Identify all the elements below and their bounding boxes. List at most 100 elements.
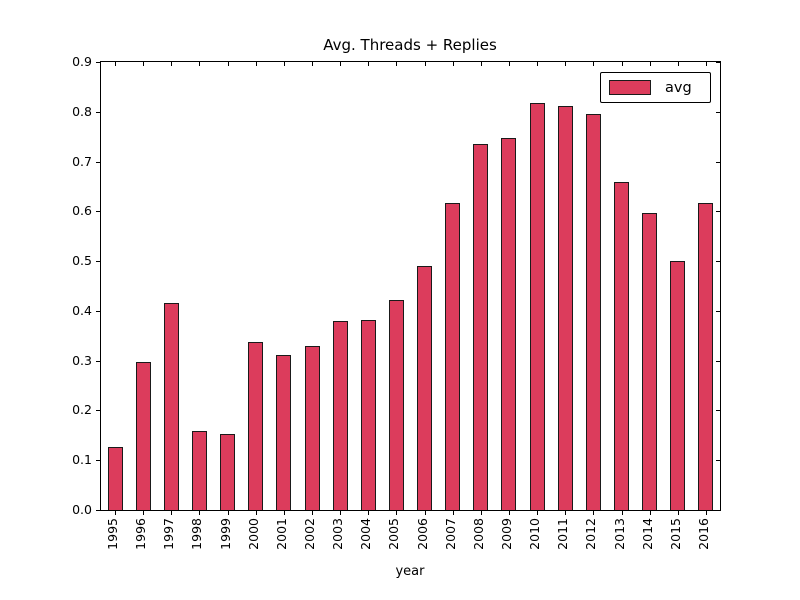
- y-tick-label: 0.8: [72, 103, 92, 119]
- y-tick: [716, 310, 720, 312]
- chart-title: Avg. Threads + Replies: [323, 36, 497, 54]
- x-tick: [368, 62, 370, 66]
- x-tick-label: 2008: [470, 518, 486, 550]
- x-tick-label: 2007: [442, 518, 458, 550]
- legend-swatch-avg: [609, 80, 651, 95]
- x-tick-label: 2002: [302, 518, 318, 550]
- x-tick-label: 2010: [527, 518, 543, 550]
- x-tick: [171, 62, 173, 66]
- bar-1996: [135, 362, 151, 510]
- plot-area: avg: [100, 61, 721, 511]
- x-tick: [227, 511, 229, 515]
- x-tick: [593, 62, 595, 66]
- bar-2005: [388, 300, 404, 510]
- bar-2012: [585, 114, 601, 510]
- x-tick: [480, 511, 482, 515]
- x-tick: [705, 511, 707, 515]
- x-tick: [143, 511, 145, 515]
- y-tick: [96, 62, 100, 63]
- legend: avg: [600, 72, 711, 103]
- x-tick: [396, 511, 398, 515]
- x-tick: [424, 62, 426, 66]
- x-tick: [227, 62, 229, 66]
- bar-2008: [473, 144, 489, 510]
- x-tick: [508, 62, 510, 66]
- x-tick: [312, 511, 314, 515]
- x-tick-label: 2009: [498, 518, 514, 550]
- x-tick: [452, 511, 454, 515]
- y-tick: [96, 410, 100, 412]
- x-tick-label: 1999: [217, 518, 233, 550]
- y-tick: [96, 360, 100, 362]
- x-tick: [368, 511, 370, 515]
- y-tick-label: 0.1: [72, 452, 92, 468]
- bar-2010: [529, 103, 545, 510]
- bar-2013: [614, 182, 630, 510]
- x-tick-label: 2005: [386, 518, 402, 550]
- y-tick: [96, 460, 100, 462]
- y-tick: [716, 111, 720, 113]
- x-tick: [621, 511, 623, 515]
- x-tick: [283, 62, 285, 66]
- bar-1999: [220, 434, 236, 510]
- bar-2011: [557, 106, 573, 510]
- x-tick: [340, 62, 342, 66]
- y-tick: [716, 510, 720, 511]
- x-tick-label: 2000: [245, 518, 261, 550]
- y-tick: [716, 261, 720, 263]
- x-tick: [677, 511, 679, 515]
- bar-2007: [445, 203, 461, 510]
- x-tick-label: 2016: [695, 518, 711, 550]
- bar-1995: [107, 447, 123, 510]
- y-tick: [96, 510, 100, 511]
- y-tick: [716, 360, 720, 362]
- x-tick-label: 2015: [667, 518, 683, 550]
- x-tick-label: 1998: [189, 518, 205, 550]
- x-tick: [340, 511, 342, 515]
- bar-2002: [304, 346, 320, 510]
- bar-2009: [501, 138, 517, 510]
- x-tick: [115, 62, 117, 66]
- x-tick-label: 2001: [273, 518, 289, 550]
- x-tick: [171, 511, 173, 515]
- x-tick-label: 1995: [105, 518, 121, 550]
- x-tick: [199, 511, 201, 515]
- x-tick: [143, 62, 145, 66]
- x-tick: [255, 511, 257, 515]
- y-tick: [96, 211, 100, 213]
- x-tick: [255, 62, 257, 66]
- x-tick: [621, 62, 623, 66]
- x-tick: [396, 62, 398, 66]
- y-tick-label: 0.3: [72, 352, 92, 368]
- y-tick-label: 0.0: [72, 502, 92, 517]
- y-tick: [96, 161, 100, 163]
- x-tick-label: 2003: [330, 518, 346, 550]
- x-tick-label: 2011: [555, 518, 571, 550]
- x-tick-label: 1997: [161, 518, 177, 550]
- x-tick-label: 2014: [639, 518, 655, 550]
- x-tick: [508, 511, 510, 515]
- x-tick: [283, 511, 285, 515]
- bar-2000: [248, 342, 264, 510]
- x-tick: [312, 62, 314, 66]
- x-tick: [115, 511, 117, 515]
- x-tick: [537, 511, 539, 515]
- x-tick-label: 2004: [358, 518, 374, 550]
- x-tick-label: 2013: [611, 518, 627, 550]
- y-tick: [716, 460, 720, 462]
- x-tick: [480, 62, 482, 66]
- x-tick-label: 1996: [133, 518, 149, 550]
- x-tick: [649, 62, 651, 66]
- x-tick-label: 2006: [414, 518, 430, 550]
- bar-1997: [163, 303, 179, 510]
- x-tick: [199, 62, 201, 66]
- bar-2001: [276, 355, 292, 510]
- bar-1998: [191, 431, 207, 510]
- y-tick: [96, 111, 100, 113]
- y-tick-label: 0.6: [72, 203, 92, 219]
- y-tick-label: 0.5: [72, 253, 92, 269]
- x-tick-label: 2012: [583, 518, 599, 550]
- x-tick: [593, 511, 595, 515]
- x-tick: [705, 62, 707, 66]
